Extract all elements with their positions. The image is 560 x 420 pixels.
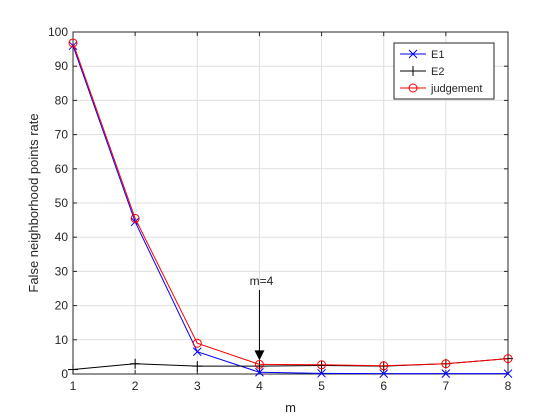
data-point-circle-marker (317, 360, 327, 370)
y-tick-label: 0 (61, 367, 68, 381)
x-tick-label: 1 (70, 379, 77, 393)
y-axis-label: False neighborhood points rate (26, 113, 41, 292)
data-point-circle-marker (379, 361, 389, 371)
annotation-arrow-head (254, 350, 265, 361)
y-ticks: 0 10 20 30 40 50 60 70 80 90 100 (48, 25, 508, 381)
data-point-x-marker (317, 368, 326, 378)
series-e1 (68, 41, 513, 379)
series-line-judgement (72, 42, 509, 367)
series-judgement (68, 38, 513, 371)
x-tick-label: 2 (132, 379, 139, 393)
y-tick-label: 100 (48, 25, 68, 39)
y-tick-label: 50 (55, 196, 69, 210)
y-tick-label: 30 (55, 264, 69, 278)
x-tick-label: 6 (380, 379, 387, 393)
data-point-circle-marker (503, 354, 513, 364)
y-tick-label: 40 (55, 230, 69, 244)
annotation-text: m=4 (250, 274, 274, 288)
y-tick-label: 70 (55, 128, 69, 142)
x-axis-label: m (285, 400, 296, 415)
x-tick-label: 8 (505, 379, 512, 393)
y-tick-label: 10 (55, 333, 69, 347)
data-point-circle-marker (408, 83, 418, 93)
x-tick-label: 7 (443, 379, 450, 393)
data-point-x-marker (255, 367, 264, 377)
legend-item-judgement: judgement (400, 83, 482, 95)
series-group (68, 38, 513, 379)
data-point-x-marker (379, 369, 389, 379)
x-tick-label: 3 (194, 379, 201, 393)
y-tick-label: 80 (55, 93, 69, 107)
y-tick-label: 90 (55, 59, 69, 73)
data-point-circle-marker (68, 38, 78, 48)
legend-item-e2: E2 (400, 66, 444, 78)
series-line-e1 (72, 45, 508, 375)
x-tick-label: 5 (318, 379, 325, 393)
x-tick-label: 4 (256, 379, 263, 393)
legend-label: judgement (430, 83, 482, 95)
data-point-x-marker (441, 369, 451, 379)
data-point-x-marker (130, 217, 140, 227)
data-point-x-marker (503, 369, 513, 379)
data-point-circle-marker (130, 213, 140, 223)
legend: E1 E2 judgement (393, 42, 495, 100)
data-point-x-marker (192, 347, 202, 357)
data-point-x-marker (68, 41, 78, 51)
data-point-circle-marker (192, 338, 202, 348)
annotation: m=4 (250, 274, 274, 361)
legend-label: E2 (431, 66, 444, 78)
legend-item-e1: E1 (400, 49, 444, 61)
data-point-x-marker (408, 49, 418, 59)
y-tick-label: 20 (55, 299, 69, 313)
y-tick-label: 60 (55, 162, 69, 176)
legend-label: E1 (431, 49, 444, 61)
data-point-circle-marker (441, 359, 451, 369)
